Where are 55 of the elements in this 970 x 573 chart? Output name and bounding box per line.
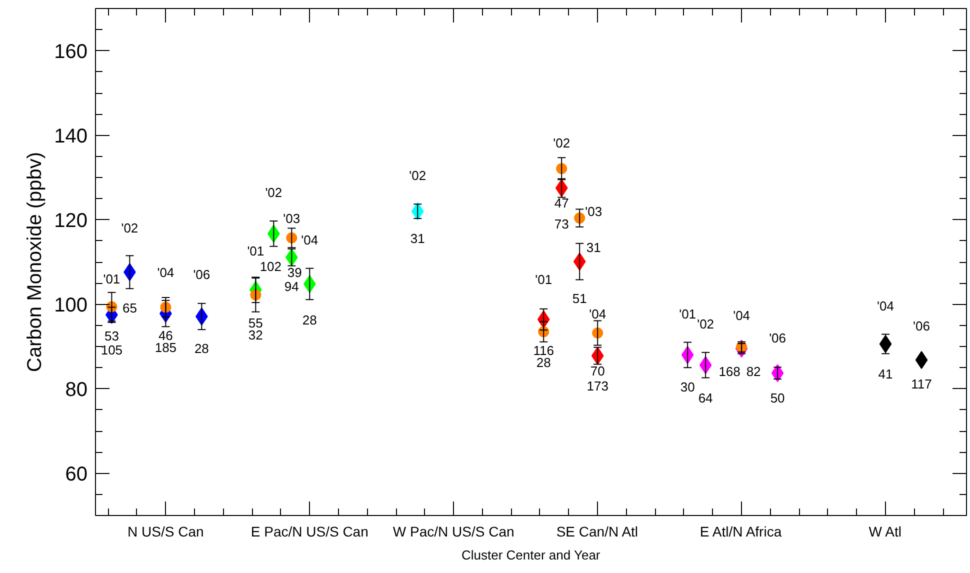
annotation: '06	[913, 318, 930, 334]
annotation: 173	[586, 378, 608, 394]
annotation: 82	[746, 364, 761, 380]
annotation: '02	[697, 316, 714, 332]
x-axis-title: Cluster Center and Year	[462, 548, 601, 562]
x-tick-label: E Pac/N US/S Can	[250, 524, 368, 540]
annotation: '01	[103, 271, 120, 286]
annotation: '04	[157, 265, 174, 280]
y-tick-label: 100	[54, 294, 88, 316]
annotation: '01	[247, 243, 264, 258]
x-tick-label: E Atl/N Africa	[700, 524, 782, 540]
y-tick-label: 160	[54, 40, 88, 63]
annotation: '06	[769, 330, 786, 346]
annotation: 30	[680, 379, 695, 394]
x-tick-label: SE Can/N Atl	[556, 524, 638, 540]
annotation: 117	[911, 376, 932, 392]
annotation: 64	[698, 390, 713, 406]
annotation: '04	[733, 308, 750, 324]
annotation: '03	[585, 204, 602, 220]
annotation: '04	[877, 298, 894, 314]
annotation: 31	[410, 230, 425, 246]
y-tick-label: 140	[54, 125, 88, 148]
annotation: 65	[122, 300, 137, 316]
y-tick-label: 80	[65, 378, 88, 401]
annotation: 28	[194, 341, 209, 356]
annotation: 50	[770, 390, 785, 406]
annotation: '01	[679, 306, 696, 322]
annotation: '04	[589, 306, 606, 322]
annotation: '03	[283, 210, 300, 226]
x-tick-label: W Pac/N US/S Can	[392, 524, 514, 540]
x-tick-label: N US/S Can	[128, 524, 204, 540]
annotation: '02	[265, 185, 282, 200]
y-tick-label: 120	[54, 210, 88, 232]
annotation: 51	[572, 291, 587, 306]
annotation: '02	[121, 220, 138, 236]
annotation: 105	[100, 342, 123, 358]
annotation: '02	[409, 168, 426, 183]
annotation: 102	[260, 259, 282, 274]
annotation: 70	[590, 363, 605, 378]
annotation: '02	[553, 136, 570, 151]
annotation: 168	[718, 364, 740, 380]
annotation: 53	[104, 328, 119, 344]
y-tick-label: 60	[65, 463, 88, 486]
annotation: '04	[301, 232, 318, 248]
annotation: 94	[284, 278, 299, 294]
annotation: '01	[535, 272, 552, 287]
annotation: 31	[586, 240, 601, 256]
annotation: '06	[193, 267, 210, 282]
annotation: 28	[302, 312, 317, 328]
annotation: 47	[554, 196, 569, 211]
y-axis-title: Carbon Monoxide (ppbv)	[24, 152, 46, 372]
annotation: 41	[878, 366, 893, 382]
annotation: 73	[554, 216, 569, 232]
annotation: 39	[287, 264, 302, 280]
x-tick-label: W Atl	[868, 524, 902, 540]
